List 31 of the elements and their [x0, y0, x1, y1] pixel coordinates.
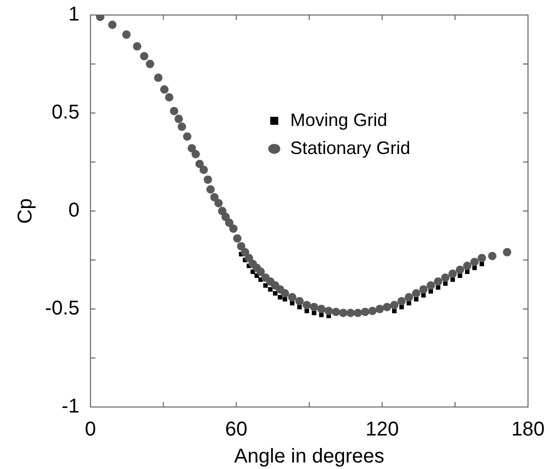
point [268, 287, 273, 292]
point [458, 273, 462, 278]
point [319, 312, 324, 318]
y-tick-label: 0.5 [52, 102, 80, 124]
point [480, 262, 484, 266]
point [464, 270, 470, 274]
point [450, 277, 455, 282]
y-tick-label: 1 [68, 4, 80, 26]
point [278, 294, 282, 300]
x-axis-title: Angle in degrees [234, 446, 384, 468]
x-tick-label: 0 [84, 418, 96, 441]
point [282, 296, 288, 302]
legend-label: Moving Grid [290, 110, 388, 130]
point [290, 300, 294, 306]
y-axis-title: Cp [14, 198, 37, 224]
x-tick-label: 120 [365, 418, 399, 441]
y-tick-label: 0 [68, 200, 80, 222]
x-tick-label: 60 [225, 418, 248, 441]
point [406, 300, 412, 306]
y-tick-label: -1 [62, 396, 80, 418]
point [421, 293, 426, 298]
point [399, 304, 404, 310]
point [472, 266, 477, 270]
point [428, 289, 434, 294]
x-tick-label: 180 [511, 418, 545, 441]
point [414, 296, 418, 302]
legend-label: Stationary Grid [290, 138, 410, 158]
point [263, 283, 268, 288]
point [272, 291, 278, 296]
y-tick-label: -0.5 [44, 298, 80, 320]
point [297, 304, 302, 310]
